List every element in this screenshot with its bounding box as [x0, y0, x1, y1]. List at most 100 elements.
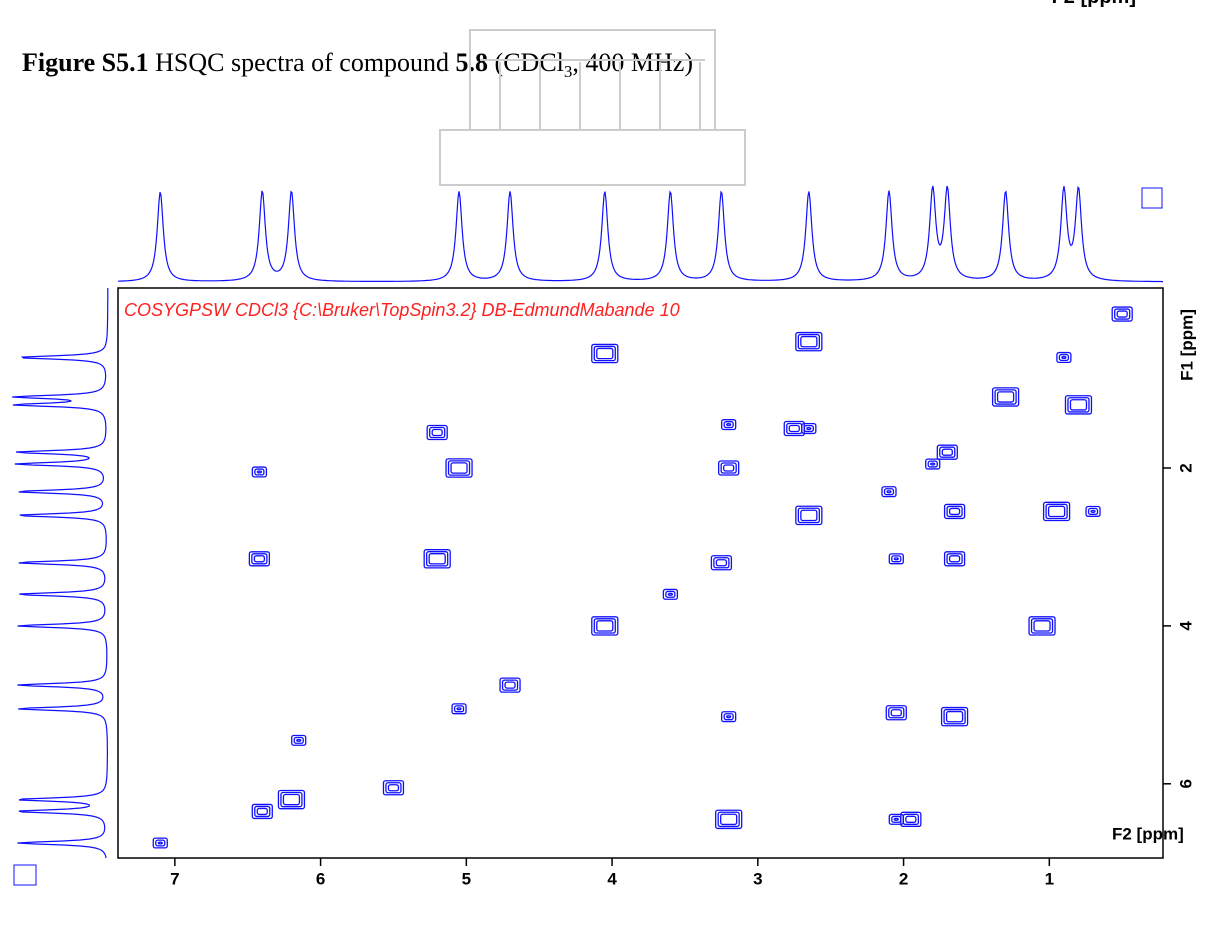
compound: 5.8 [455, 48, 489, 77]
peak [591, 616, 619, 636]
peak [1056, 351, 1072, 364]
peak [382, 780, 405, 796]
x-tick-label: 7 [170, 869, 179, 888]
contour [1064, 395, 1093, 415]
peak [451, 703, 467, 715]
plot-frame [117, 287, 1164, 859]
x-tick-label: 5 [462, 869, 471, 888]
contour [806, 426, 812, 431]
contour [251, 553, 268, 565]
contour [996, 391, 1015, 403]
contour [504, 681, 516, 689]
contour [788, 424, 800, 433]
peak [1111, 306, 1133, 322]
contour [1069, 399, 1088, 411]
solvent-sub: 3 [563, 62, 573, 82]
contour [453, 705, 465, 713]
box-icon [1141, 187, 1163, 209]
contour [797, 507, 820, 524]
contour [943, 708, 966, 725]
peak [1042, 501, 1071, 522]
x-tick-label: 6 [316, 869, 325, 888]
contour [948, 555, 961, 563]
peak [251, 466, 268, 478]
contour [256, 470, 263, 474]
contour [726, 715, 732, 719]
contour [253, 555, 266, 563]
contour [447, 460, 471, 476]
contour [1111, 306, 1133, 322]
contour [945, 710, 964, 723]
peak [888, 553, 904, 565]
contour [900, 811, 922, 827]
contour [710, 555, 733, 571]
peak [795, 331, 823, 352]
contour [1058, 353, 1070, 362]
contour [251, 803, 273, 820]
contour [891, 815, 902, 823]
contour [1087, 507, 1099, 515]
contour [783, 420, 805, 437]
peak [940, 706, 969, 727]
contour [1047, 505, 1066, 518]
contour [1114, 308, 1131, 320]
peak [445, 458, 473, 478]
contour [939, 446, 956, 458]
contour [723, 713, 734, 721]
contour [1042, 501, 1071, 522]
contour [888, 707, 905, 719]
contour [277, 789, 306, 810]
contour [591, 616, 619, 636]
contour [667, 592, 674, 596]
contour [451, 703, 467, 715]
contour [715, 559, 728, 567]
f1-projection [12, 288, 109, 859]
caption-rest: , 400 MHz) [572, 48, 693, 77]
contour [280, 791, 303, 808]
contour [445, 458, 473, 478]
f2-projection [118, 185, 1163, 283]
contour [385, 782, 402, 794]
peak [277, 789, 306, 810]
contour [881, 486, 897, 498]
contour [387, 784, 400, 792]
y-axis-label: F1 [ppm] [1177, 309, 1196, 381]
contour [501, 679, 519, 691]
contour [254, 805, 271, 818]
contour [456, 707, 462, 711]
contour [888, 553, 904, 565]
contour [946, 505, 963, 518]
peak [900, 811, 922, 827]
contour [1085, 505, 1101, 517]
peak [710, 555, 733, 571]
contour [382, 780, 405, 796]
contour [282, 793, 301, 806]
spectrum-title: COSYGPSW CDCl3 {C:\Bruker\TopSpin3.2} DB… [124, 300, 680, 320]
contour [800, 335, 818, 348]
contour [1045, 503, 1068, 520]
box-icon [13, 864, 37, 886]
peak [591, 343, 619, 364]
contour [155, 839, 166, 847]
peak [721, 419, 737, 431]
contour [1028, 616, 1056, 636]
contour [426, 551, 449, 567]
contour [720, 813, 738, 826]
contour [723, 464, 735, 472]
peak [881, 486, 897, 498]
peak [943, 503, 966, 520]
contour [720, 462, 737, 474]
y-tick-label: 6 [1176, 779, 1195, 788]
contour [891, 555, 902, 563]
contour [925, 458, 941, 470]
contour [431, 428, 443, 437]
contour [1116, 310, 1128, 318]
contour [883, 488, 895, 496]
peak [936, 444, 958, 460]
x-tick-label: 4 [607, 869, 617, 888]
y-tick-label: 4 [1176, 621, 1195, 631]
contour [1033, 620, 1051, 632]
peak [991, 387, 1020, 407]
